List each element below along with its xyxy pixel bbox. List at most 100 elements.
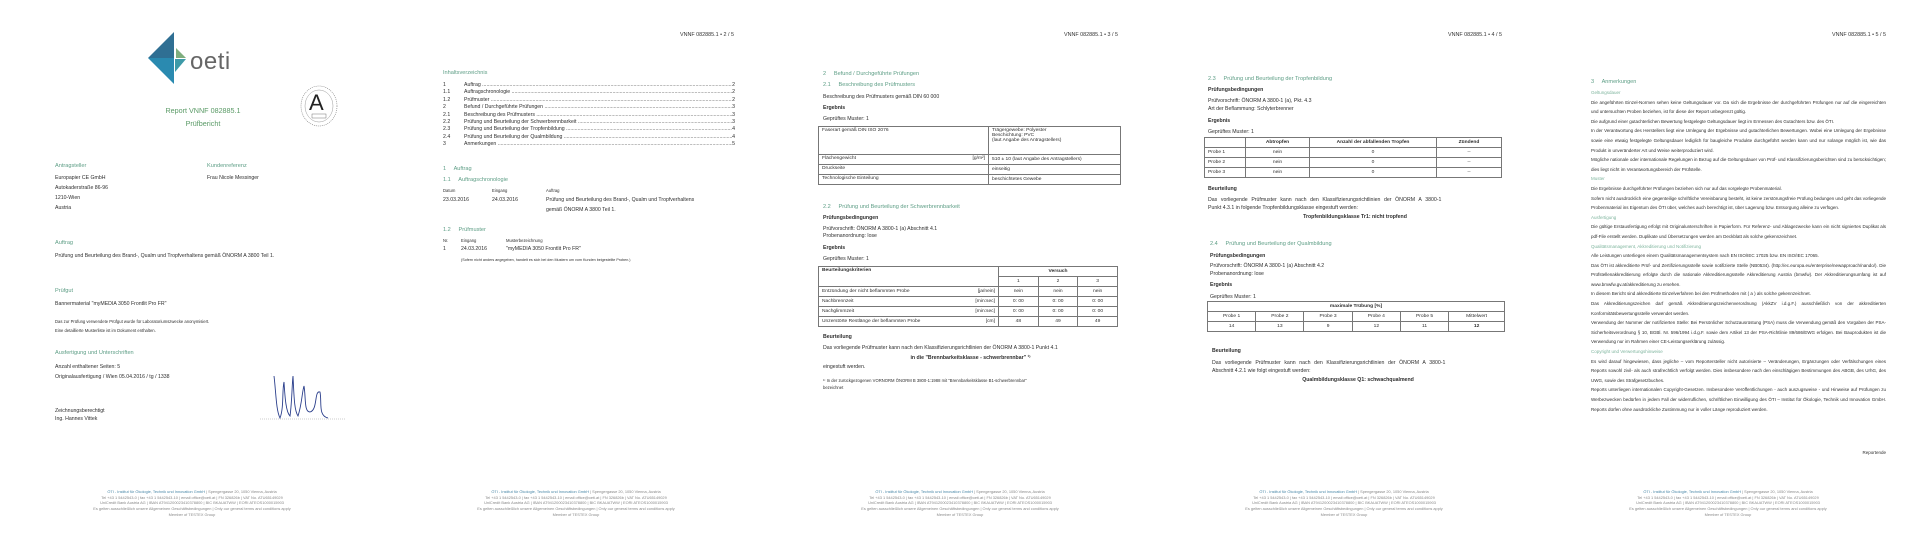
chron-date: 23.03.2016	[443, 197, 469, 203]
toc-entry: 2 Befund / Durchgeführte Prüfungen3	[443, 104, 735, 111]
toc-number: 1	[443, 82, 446, 88]
footer-member: Member of TESTEX Group	[552, 512, 600, 518]
page-footer: ÖTI - Institut für Ökologie, Technik und…	[1152, 489, 1536, 518]
pages-count: Anzahl enthaltener Seiten: 5	[55, 364, 121, 370]
section-heading: 3 Anmerkungen	[1591, 79, 1637, 85]
note-paragraph: Reports unterliegen internationalen Copy…	[1591, 387, 1886, 412]
page-5: VNNF 082885.1 • 5 / 5 3 Anmerkungen Gelt…	[1536, 0, 1920, 543]
toc-title: Auftragschronologie	[464, 89, 732, 96]
test-spec: Prüfvorschrift: ÖNORM A 3800-1 (a), Pkt.…	[1208, 98, 1312, 104]
table-header-row: maximale Trübung [%]	[1207, 301, 1505, 312]
toc-title: Prüfung und Beurteilung der Tropfenbildu…	[464, 126, 732, 133]
column-header: Probe 1	[1206, 311, 1257, 322]
sample-note: (Sofern nicht anders angegeben, handelt …	[461, 258, 631, 262]
criterion-label: Technologische Einteilung	[822, 176, 879, 181]
table-row: Entzündung der nicht beflammten Probe [ja…	[818, 286, 1118, 297]
cell: 0	[1309, 147, 1437, 158]
note-paragraph: Die aufgrund einer gutachterlichen Bewer…	[1591, 118, 1835, 124]
header-trial-number: 1	[998, 276, 1039, 287]
assessment-label: Beurteilung	[1208, 186, 1237, 192]
sample-description-table: Faserart gemäß DIN ISO 2076 Trägergewebe:…	[818, 126, 1121, 185]
footer-org: ÖTI - Institut für Ökologie, Technik und…	[491, 489, 589, 494]
note-paragraph: Das ÖTI ist akkreditierte Prüf- und Zert…	[1591, 262, 1886, 287]
trial-value: 49	[1037, 316, 1079, 327]
cell: 0	[1309, 157, 1437, 168]
toc-title: Prüfung und Beurteilung der Qualmbildung	[464, 134, 732, 141]
note-paragraph: Die Ergebnisse durchgeführter Prüfungen …	[1591, 185, 1782, 191]
sample-header-name: Musterbezeichnung	[506, 238, 543, 243]
chron-order: Prüfung und Beurteilung des Brand-, Qual…	[546, 197, 695, 203]
toc-page: 2	[732, 89, 735, 96]
customer-ref-label: Kundenreferenz	[207, 163, 247, 169]
section-heading: 2.4 Prüfung und Beurteilung der Qualmbil…	[1210, 241, 1332, 247]
sample-name: "myMEDIA 3050 Frontlit Pro FR"	[506, 246, 581, 252]
assessment-class: Tropfenbildungsklasse Tr1: nicht tropfen…	[1303, 214, 1407, 220]
footer-contact: Tel +43 1 5442543-0 | fax +43 1 5442543-…	[1637, 494, 1819, 500]
item-note: Das zur Prüfung verwendete Prüfgut wurde…	[55, 319, 210, 324]
table-row: Nachglimmzeit [min:sec] 0: 00 0: 00 0: 00	[818, 306, 1118, 317]
footnote: bezeichnet	[823, 385, 844, 390]
footer-bank: UniCredit Bank Austria AG | IBAN AT94120…	[484, 500, 668, 506]
applicant-label: Antragsteller	[55, 163, 87, 169]
toc-page: 4	[732, 126, 735, 133]
criterion: Technologische Einteilung	[818, 174, 989, 185]
criterion: Nachglimmzeit [min:sec]	[818, 306, 999, 317]
toc-page: 2	[732, 82, 735, 88]
toc-entry: 1.2 Prüfmuster2	[443, 97, 735, 104]
toc-entry: 2.3 Prüfung und Beurteilung der Tropfenbi…	[443, 126, 735, 133]
smoke-table: maximale Trübung [%] Probe 1 Probe 2 Probe …	[1206, 301, 1505, 332]
note-paragraph: Es wird darauf hingewiesen, dass jeglich…	[1591, 358, 1886, 383]
footer-bank: UniCredit Bank Austria AG | IBAN AT94120…	[100, 500, 284, 506]
toc-page: 3	[732, 104, 735, 111]
criterion-unit: [cm]	[985, 319, 995, 324]
note-paragraph: Die gültige Erstausfertigung erfolgt mit…	[1591, 224, 1886, 239]
note-subheading: Geltungsdauer	[1591, 90, 1621, 95]
execution-label: Ausfertigung und Unterschriften	[55, 350, 134, 356]
page-footer: ÖTI - Institut für Ökologie, Technik und…	[1536, 489, 1920, 518]
toc-entry: 2.2 Prüfung und Beurteilung der Schwerbre…	[443, 119, 735, 126]
table-header-row: Probe 1 Probe 2 Probe 3 Probe 4 Probe 5 Mitte…	[1206, 311, 1505, 322]
applicant-line: Austria	[55, 205, 72, 211]
sample-arrangement: Probenanordnung: lose	[823, 233, 877, 239]
trial-value: 49	[1077, 316, 1118, 327]
test-spec: Prüfvorschrift: ÖNORM A 3800-1 (a) Absch…	[823, 226, 938, 232]
column-header: Probe 3	[1303, 311, 1353, 322]
cell: nein	[1245, 147, 1310, 158]
footer-contact: Tel +43 1 5442543-0 | fax +43 1 5442543-…	[101, 494, 283, 500]
toc-number: 2.4	[443, 133, 451, 140]
result-label: Ergebnis	[823, 245, 846, 251]
criterion-unit: [min:sec]	[975, 309, 995, 314]
trial-value: 0: 00	[1077, 306, 1118, 317]
criterion-label: Entzündung der nicht beflammten Probe	[822, 289, 910, 294]
footer-terms: Es gelten ausschließlich unsere Allgemei…	[93, 505, 291, 511]
trial-value: nein	[1077, 286, 1118, 297]
toc-title: Befund / Durchgeführte Prüfungen	[464, 104, 732, 111]
column-header: Zündend	[1436, 137, 1502, 148]
cell: nein	[1245, 167, 1310, 178]
table-row: Unzerstörte Restlänge der beflammten Pro…	[818, 316, 1118, 327]
toc-page: 4	[732, 133, 735, 140]
note-paragraph: Verwendung der Nummer der notifizierten …	[1591, 320, 1886, 345]
applicant-line: 1210-Wien	[55, 195, 81, 201]
table-row: Flächengewicht [g/m²] 510 ± 10 (laut Angab…	[818, 154, 1121, 165]
sample-label: Probe 2	[1204, 157, 1246, 168]
note-subheading: Qualitätsmanagement, Akkreditierung und …	[1591, 243, 1702, 249]
result-label: Ergebnis	[823, 105, 846, 111]
signatory-name: Ing. Hannes Vittek	[55, 416, 98, 422]
table-row: Probe 1 nein 0 --	[1204, 147, 1502, 158]
value-line: 510 ± 10 (laut Angabe des Antragstellers…	[992, 157, 1082, 162]
turbidity-value: 9	[1303, 321, 1353, 332]
tested-sample: Geprüftes Muster: 1	[823, 116, 869, 122]
cell: --	[1436, 167, 1502, 178]
footer-member: Member of TESTEX Group	[168, 512, 216, 518]
sample-received: 24.03.2016	[461, 246, 487, 252]
footer-member: Member of TESTEX Group	[1704, 512, 1752, 518]
dripping-table: Abtropfen Anzahl der abfallenden Tropfen Z…	[1204, 137, 1502, 178]
value-line: einseitig	[992, 167, 1010, 172]
toc-page: 3	[732, 119, 735, 125]
table-header-row: Abtropfen Anzahl der abfallenden Tropfen Z…	[1204, 137, 1502, 148]
section-heading: 1.1 Auftragschronologie	[443, 177, 508, 183]
note-paragraph: In diesem Bericht sind akkreditierte Ein…	[1591, 291, 1811, 297]
criterion-label: Nachbrennzeit	[822, 299, 854, 304]
